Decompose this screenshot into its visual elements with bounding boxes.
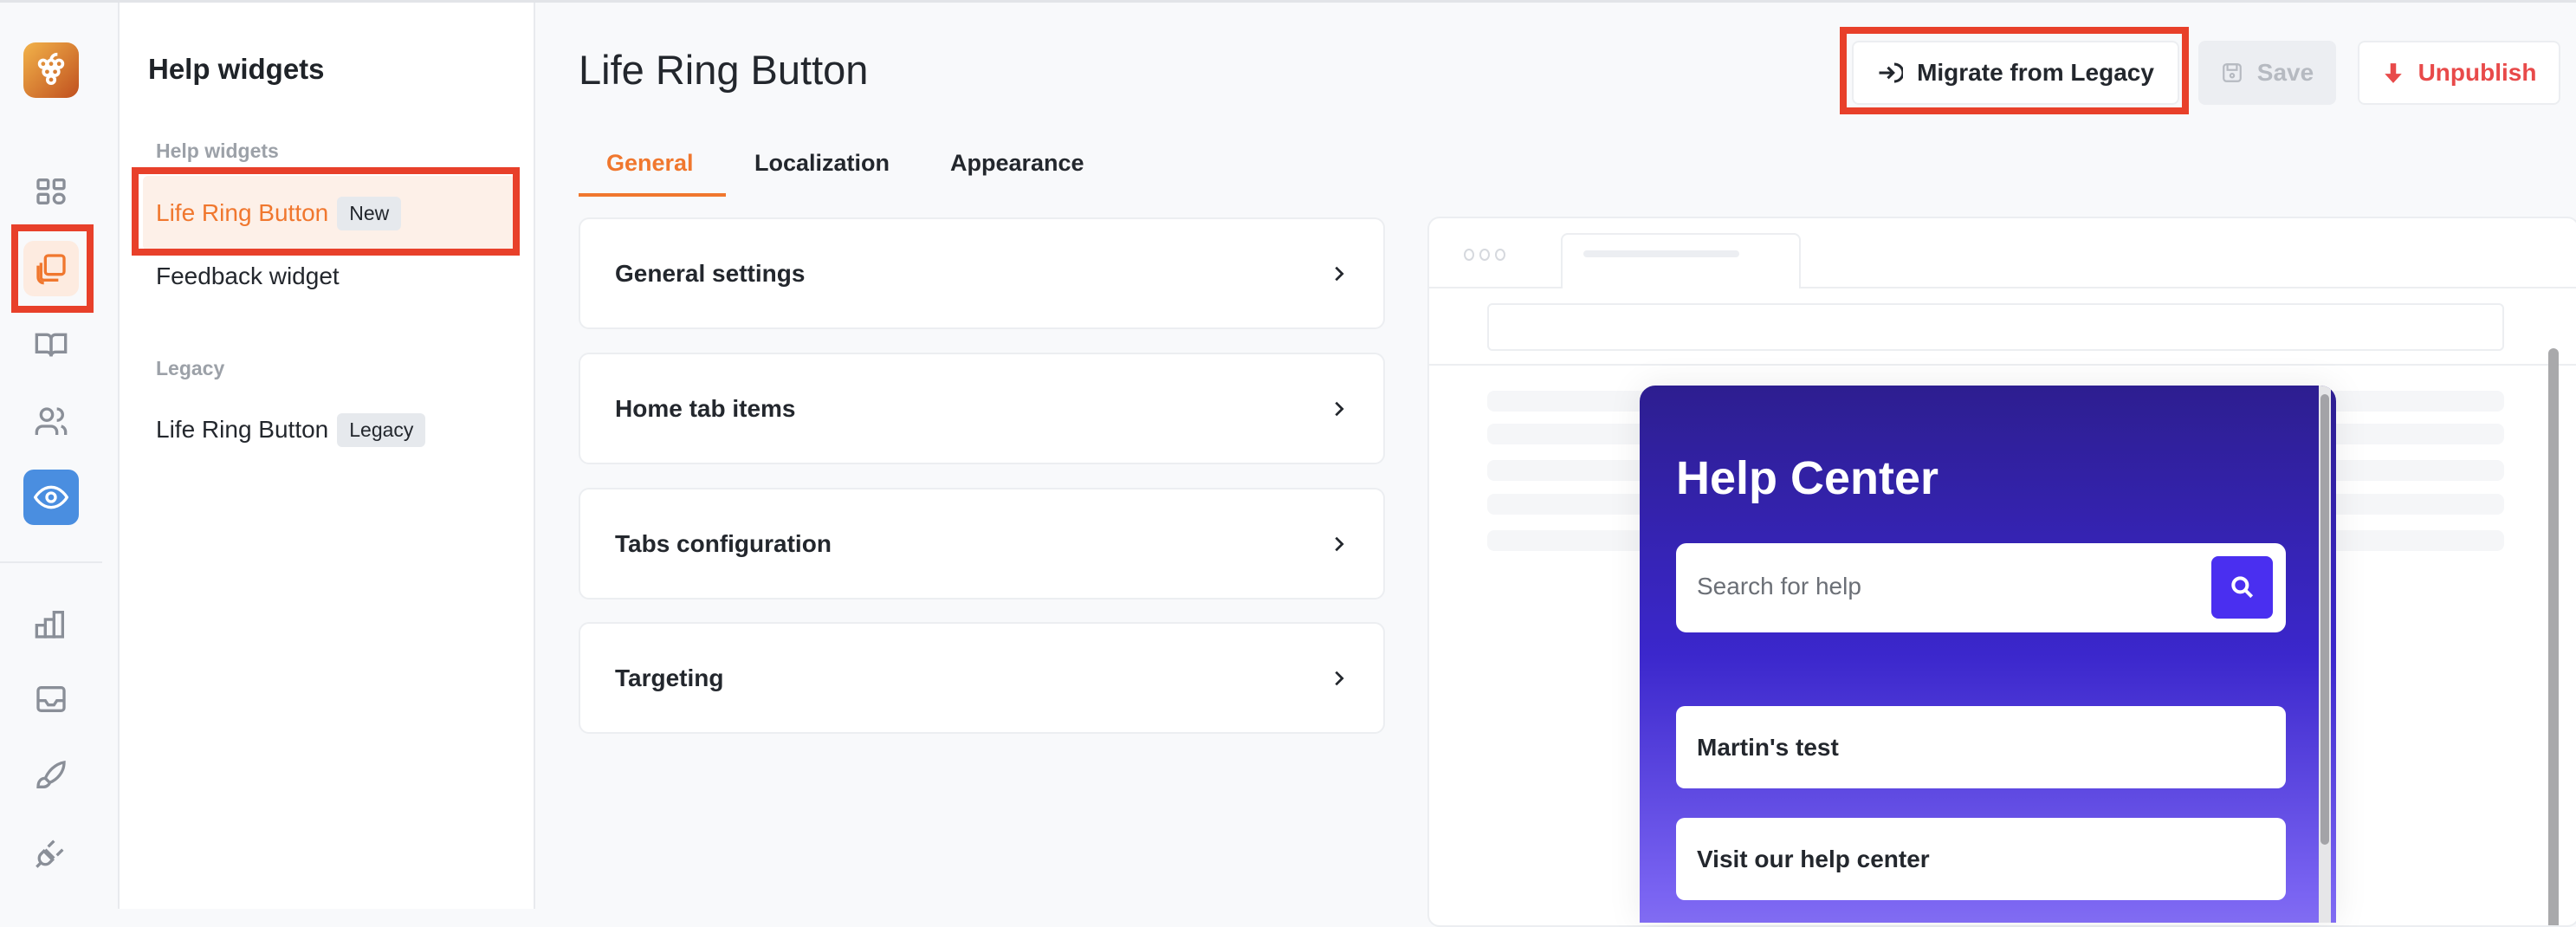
preview-scrollbar[interactable] [2548,348,2559,925]
section-legacy: Legacy [156,357,225,379]
tab-localization[interactable]: Localization [754,150,890,176]
secondary-panel [120,3,535,909]
card-label: Tabs configuration [615,529,832,557]
inbox-icon[interactable] [23,671,79,727]
item-label: Life Ring Button [156,416,329,443]
sign-in-arrow-icon [1879,62,1904,83]
search-button[interactable] [2211,556,2273,619]
tab-appearance[interactable]: Appearance [950,150,1084,176]
section-help-widgets: Help widgets [156,139,279,162]
widgets-copy-icon[interactable] [23,241,79,296]
browser-tab [1561,233,1801,288]
help-item-martins-test[interactable]: Martin's test [1676,706,2286,788]
card-label: Home tab items [615,394,796,422]
save-icon [2222,63,2242,82]
dashboard-grid-icon[interactable] [23,164,79,219]
migrate-from-legacy-button[interactable]: Migrate from Legacy [1852,41,2179,105]
unpublish-button[interactable]: Unpublish [2358,41,2560,105]
plug-icon[interactable] [23,825,79,880]
rail-divider [0,561,102,563]
unpublish-label: Unpublish [2417,59,2537,86]
panel-title: Help widgets [148,53,325,85]
search-icon [2230,576,2253,599]
card-targeting[interactable]: Targeting [579,622,1385,734]
chart-icon[interactable] [23,596,79,651]
chevron-right-icon [1335,401,1344,416]
arrow-down-icon [2384,63,2402,83]
save-button[interactable]: Save [2198,41,2336,105]
search-placeholder: Search for help [1697,573,1861,600]
help-search-input[interactable]: Search for help [1676,543,2286,632]
grape-logo-icon[interactable] [23,42,79,98]
item-label: Life Ring Button [156,199,329,226]
icon-rail [0,3,120,909]
window-dots-icon [1464,249,1505,261]
new-badge: New [337,196,402,230]
migrate-label: Migrate from Legacy [1917,59,2154,86]
help-center-widget: Help Center Search for help Martin's tes… [1640,386,2336,923]
panel-item-life-ring-legacy[interactable]: Life Ring Button Legacy [143,392,515,467]
page-title: Life Ring Button [579,47,869,93]
highlight-box [11,224,94,313]
card-label: Targeting [615,664,724,691]
panel-item-feedback-widget[interactable]: Feedback widget [143,239,515,314]
chevron-right-icon [1335,671,1344,685]
book-icon[interactable] [23,317,79,373]
tabbar-divider [1429,287,2576,288]
help-center-title: Help Center [1676,452,1939,504]
address-bar [1487,303,2504,351]
chevron-right-icon [1335,536,1344,551]
brush-icon[interactable] [23,748,79,803]
item-label: Feedback widget [156,263,340,289]
highlight-box [132,167,520,256]
card-general-settings[interactable]: General settings [579,217,1385,329]
eye-icon[interactable] [23,470,79,525]
legacy-badge: Legacy [337,412,426,447]
chevron-right-icon [1335,266,1344,281]
save-label: Save [2256,59,2314,86]
users-icon[interactable] [23,394,79,450]
panel-item-life-ring-new[interactable]: Life Ring Button New [143,176,515,250]
tab-general[interactable]: General [606,150,694,176]
card-tabs-configuration[interactable]: Tabs configuration [579,488,1385,600]
card-home-tab-items[interactable]: Home tab items [579,353,1385,464]
highlight-box [1840,27,2189,114]
help-item-visit-help-center[interactable]: Visit our help center [1676,818,2286,900]
address-divider [1429,364,2576,366]
tab-underline [579,193,726,197]
widget-scrollbar[interactable] [2320,394,2329,845]
card-label: General settings [615,259,806,287]
